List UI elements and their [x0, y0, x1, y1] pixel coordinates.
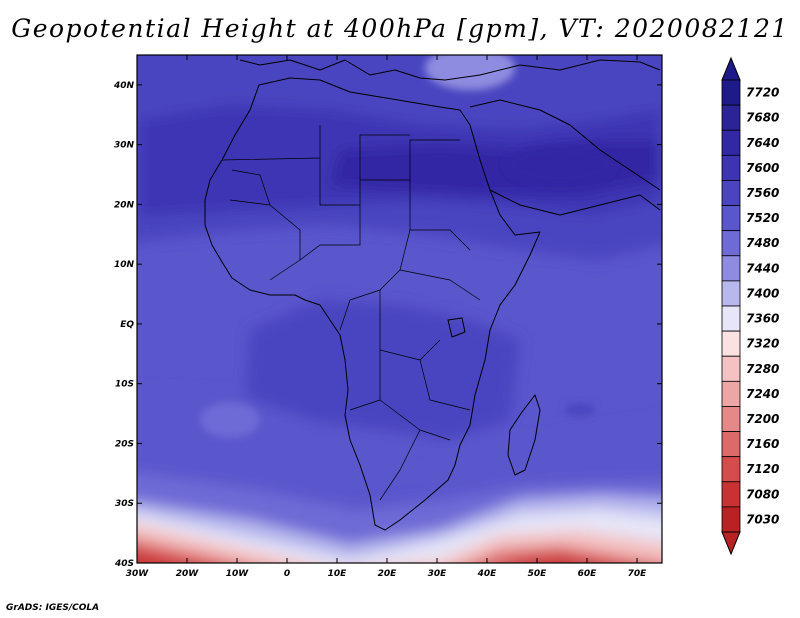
field-mediterranean-trough	[425, 55, 515, 90]
colorbar-segment	[721, 456, 741, 483]
colorbar-label: 7360	[746, 312, 779, 326]
plot-frame	[136, 54, 663, 564]
colorbar-segment	[721, 255, 741, 282]
colorbar-label: 7400	[746, 286, 779, 300]
y-tick-label: 30S	[115, 499, 134, 509]
colorbar-label: 7200	[746, 412, 779, 426]
y-tick-label: 40N	[113, 81, 135, 91]
y-tick-label: EQ	[120, 320, 134, 330]
y-tick-label: 30N	[114, 141, 135, 151]
x-tick-label: 70E	[628, 569, 648, 579]
colorbar-label: 7080	[746, 487, 779, 501]
y-tick-label: 10S	[115, 380, 134, 390]
field-mozambique-cell	[564, 404, 596, 416]
colorbar-label: 7320	[746, 337, 779, 351]
field-red-band	[137, 538, 662, 563]
europe-coastline	[239, 59, 661, 81]
colorbar-bottom-arrow	[721, 531, 741, 556]
lake-victoria	[447, 317, 466, 338]
height-field	[137, 55, 662, 563]
colorbar-segment	[721, 355, 741, 382]
grads-credit: GrADS: IGES/COLA	[6, 603, 100, 613]
colorbar-segment	[721, 305, 741, 332]
colorbar-label: 7030	[746, 512, 779, 526]
colorbar-label: 7120	[746, 462, 779, 476]
x-tick-label: 20W	[176, 569, 200, 579]
x-tick-label: 10E	[328, 569, 348, 579]
y-tick-label: 20S	[115, 439, 134, 449]
colorbar-label: 7440	[746, 261, 779, 275]
colorbar-top-arrow	[721, 56, 741, 81]
colorbar-label: 7480	[746, 236, 779, 250]
x-tick-label: 10W	[226, 569, 250, 579]
colorbar-segment	[721, 104, 741, 131]
colorbar-segment	[721, 79, 741, 106]
colorbar-label: 7560	[746, 186, 779, 200]
colorbar: 7720 7680 7640 7600 7560 7520 7480 7440 7400 7360…	[721, 56, 779, 556]
colorbar-label: 7160	[746, 437, 779, 451]
madagascar-coastline	[507, 394, 541, 476]
colorbar-segment	[721, 506, 741, 533]
colorbar-segment	[721, 154, 741, 181]
colorbar-segment	[721, 380, 741, 407]
x-tick-label: 50E	[528, 569, 548, 579]
colorbar-segment	[721, 180, 741, 206]
field-deep-red	[137, 551, 600, 563]
x-tick-label: 60E	[578, 569, 598, 579]
colorbar-label: 7720	[746, 86, 779, 100]
field-atlantic-cell	[200, 402, 260, 438]
arabia-coastline	[469, 99, 661, 216]
colorbar-segment	[721, 330, 741, 357]
axis-ticks: 30W 20W 10W 0 10E 20E 30E 40E 50E 60E 70E 40N 30N 20N…	[113, 55, 662, 579]
x-tick-label: 20E	[378, 569, 398, 579]
x-tick-label: 40E	[477, 569, 498, 579]
colorbar-label: 7520	[746, 211, 779, 225]
country-borders	[221, 125, 481, 501]
colorbar-segment	[721, 406, 741, 432]
y-tick-label: 10N	[114, 260, 135, 270]
colorbar-label: 7280	[746, 362, 779, 376]
x-tick-label: 30E	[428, 569, 448, 579]
africa-coastline	[204, 77, 541, 531]
field-south-weaker	[137, 390, 662, 499]
colorbar-segment	[721, 129, 741, 156]
colorbar-label: 7240	[746, 387, 779, 401]
x-tick-label: 0	[284, 569, 290, 579]
colorbar-segment	[721, 431, 741, 458]
chart-title: Geopotential Height at 400hPa [gpm], VT:…	[11, 14, 789, 43]
y-tick-label: 40S	[114, 559, 134, 569]
colorbar-segment	[721, 280, 741, 307]
coastlines	[204, 59, 661, 531]
colorbar-segment	[721, 205, 741, 232]
y-tick-label: 20N	[114, 200, 135, 210]
colorbar-segment	[721, 481, 741, 508]
field-arabia-high	[505, 145, 615, 185]
x-tick-label: 30W	[126, 569, 150, 579]
colorbar-segment	[721, 230, 741, 257]
colorbar-label: 7680	[746, 111, 779, 125]
colorbar-label: 7600	[746, 161, 779, 175]
colorbar-label: 7640	[746, 136, 779, 150]
